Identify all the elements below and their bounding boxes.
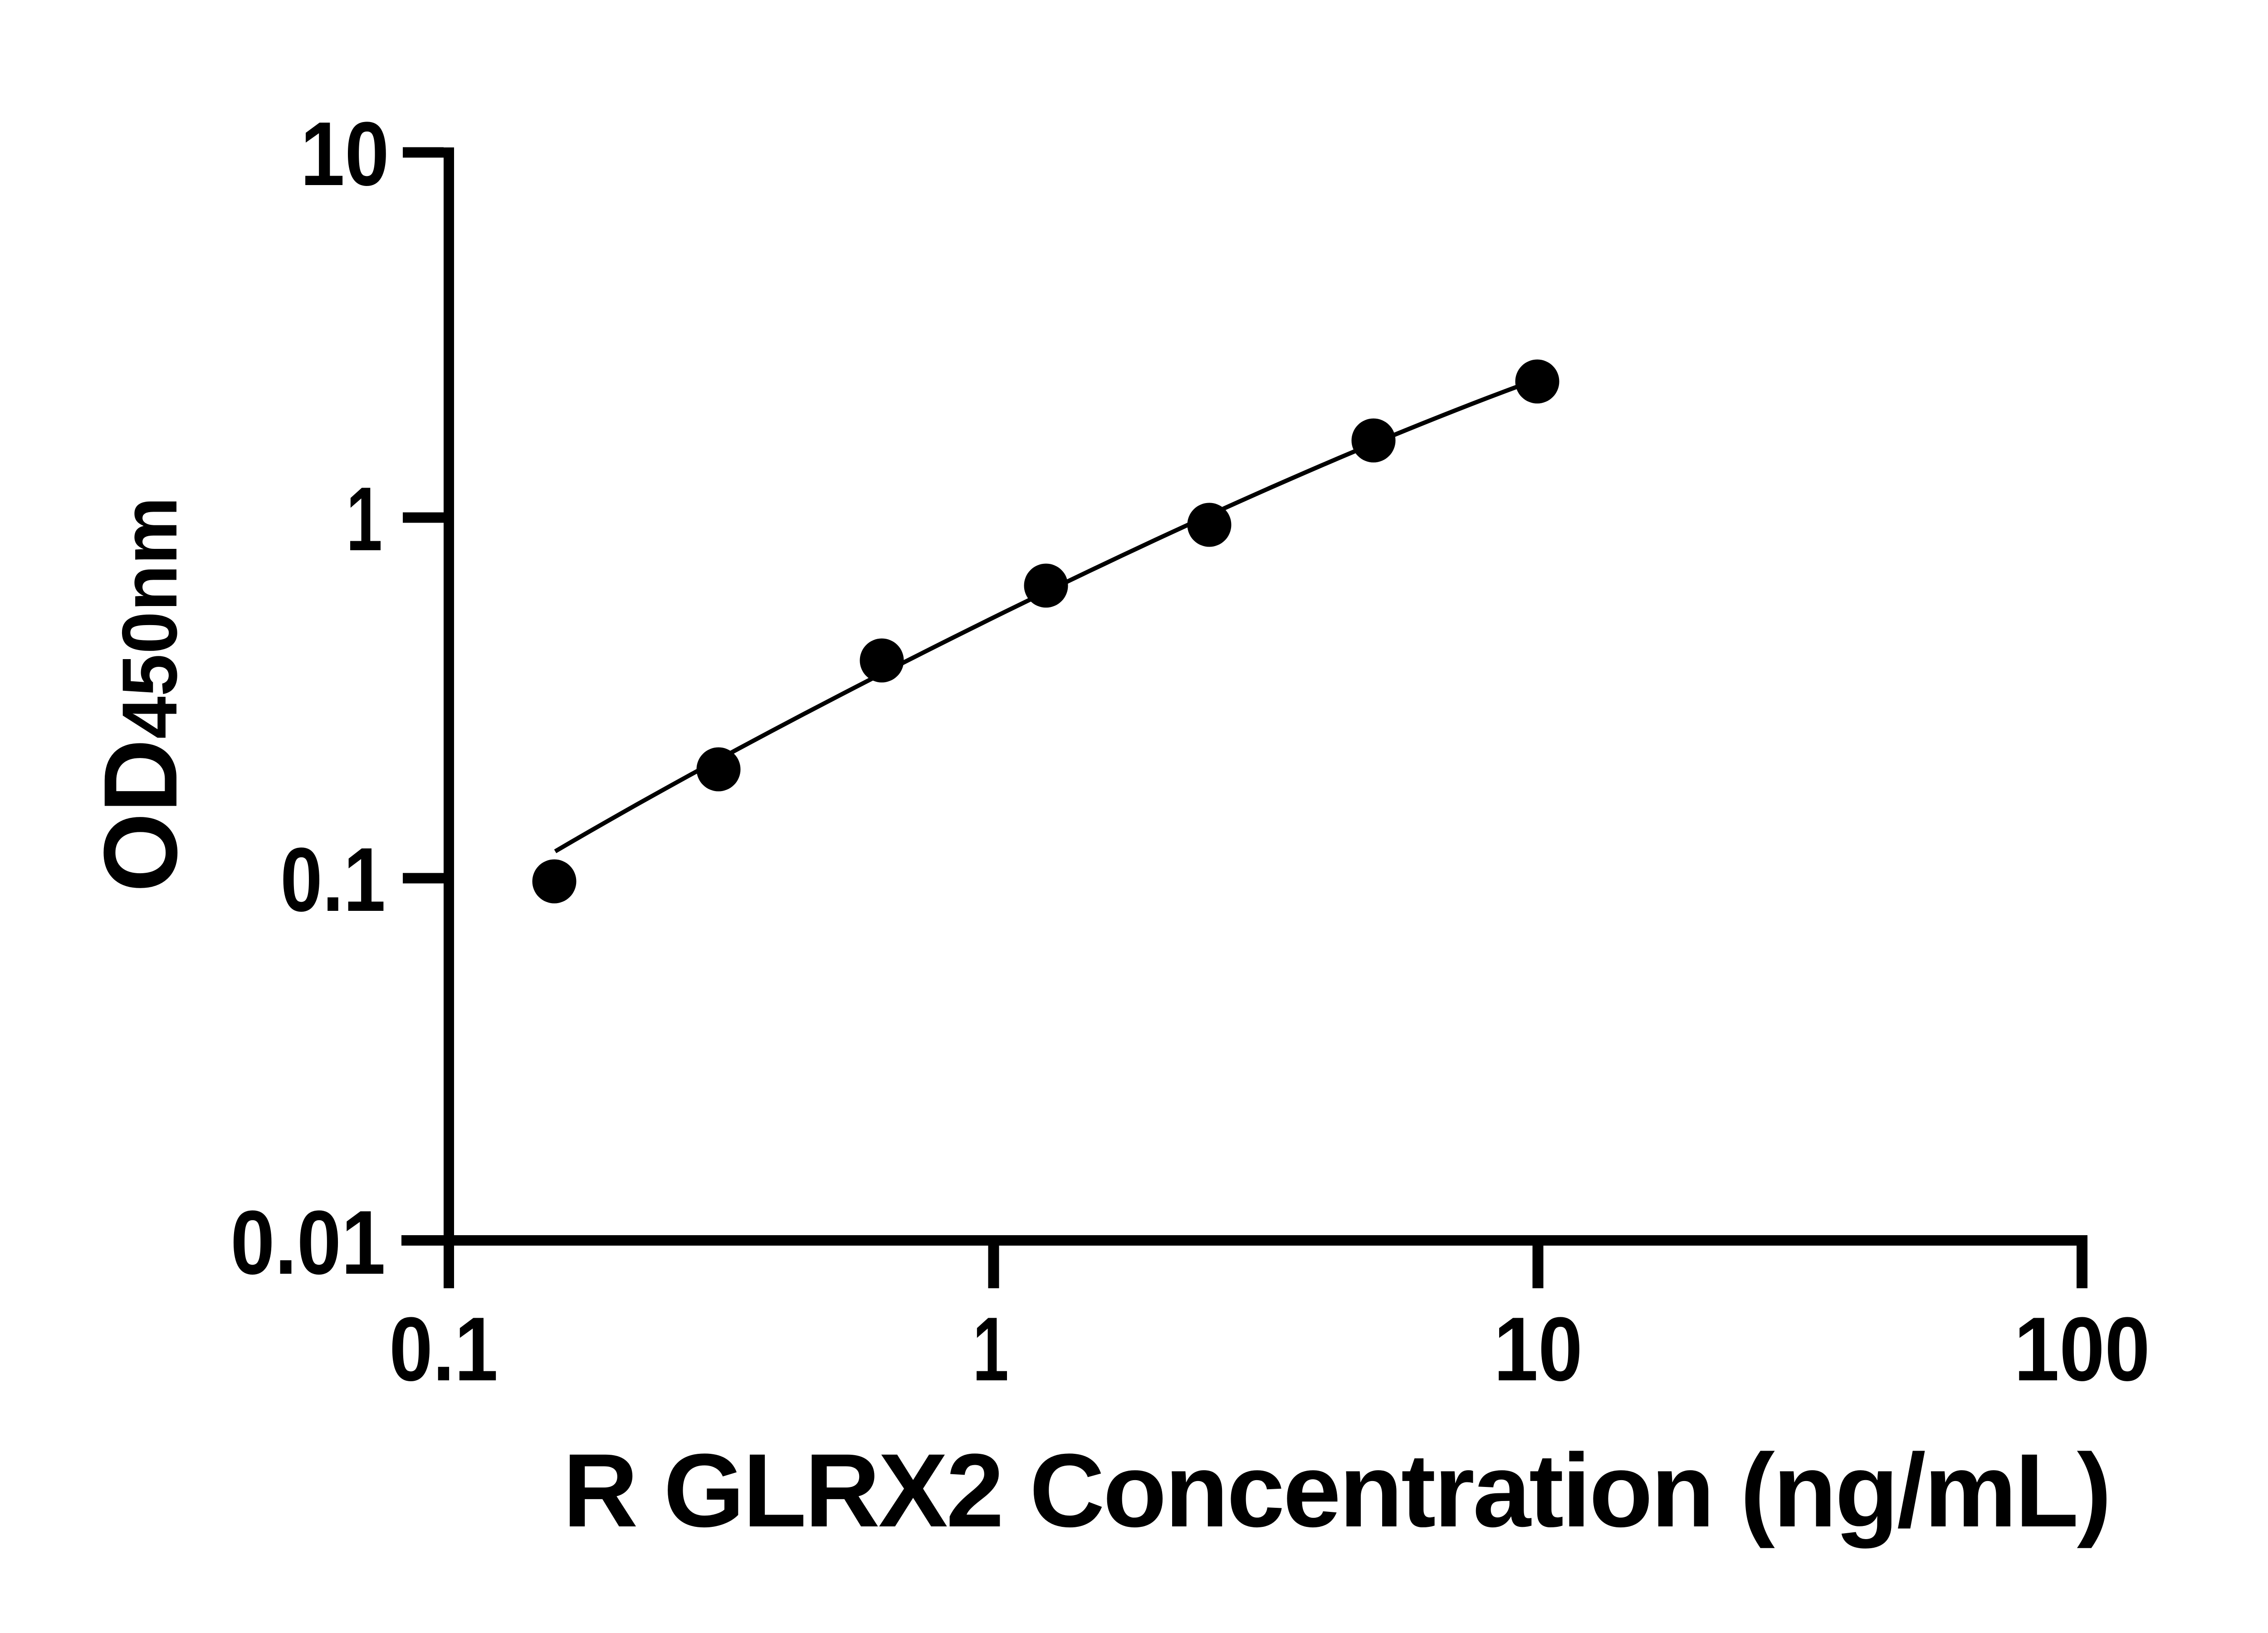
svg-text:0.1: 0.1: [389, 1299, 498, 1400]
svg-text:1: 1: [346, 469, 382, 570]
svg-text:OD450nm: OD450nm: [82, 497, 199, 892]
svg-text:0.1: 0.1: [280, 829, 386, 930]
svg-text:100: 100: [2014, 1299, 2150, 1400]
svg-text:10: 10: [300, 103, 389, 205]
svg-text:1: 1: [973, 1299, 1009, 1400]
svg-text:0.01: 0.01: [230, 1192, 386, 1293]
svg-text:R GLRX2 Concentration (ng/mL): R GLRX2 Concentration (ng/mL): [563, 1432, 2110, 1549]
svg-text:10: 10: [1494, 1299, 1583, 1400]
